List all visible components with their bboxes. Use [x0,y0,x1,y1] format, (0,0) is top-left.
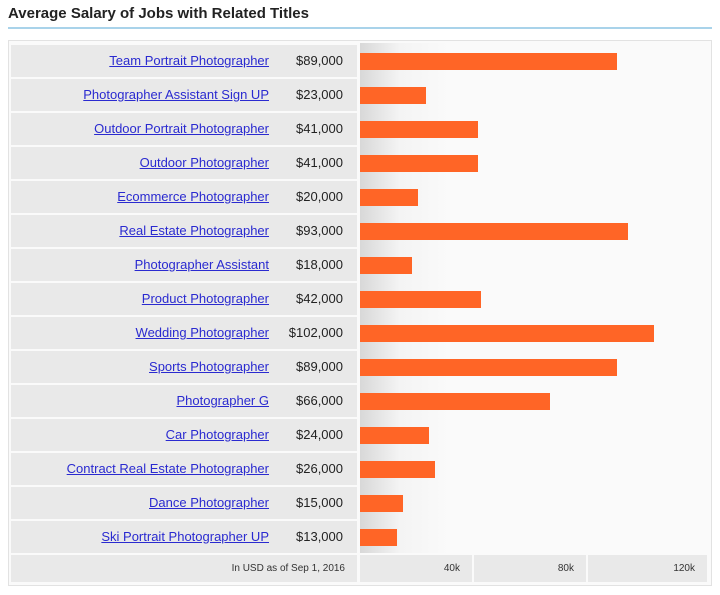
salary-value: $26,000 [296,461,343,476]
salary-value: $13,000 [296,529,343,544]
job-title-link[interactable]: Product Photographer [141,291,269,306]
title-divider [8,27,712,29]
tick-label: 120k [588,555,707,582]
salary-value: $41,000 [296,121,343,136]
salary-value: $42,000 [296,291,343,306]
job-title-link[interactable]: Outdoor Photographer [139,155,269,170]
salary-bar [360,427,430,444]
job-title-link[interactable]: Wedding Photographer [135,325,269,340]
job-title-link[interactable]: Dance Photographer [149,495,269,510]
job-title-link[interactable]: Car Photographer [165,427,269,442]
salary-value: $102,000 [288,325,343,340]
job-title-link[interactable]: Photographer Assistant Sign UP [83,87,269,102]
table-row: Dance Photographer $15,000 [11,487,357,519]
table-row: Product Photographer $42,000 [11,283,357,315]
job-title-link[interactable]: Contract Real Estate Photographer [66,461,269,476]
table-row: Outdoor Portrait Photographer $41,000 [11,113,357,145]
salary-value: $15,000 [296,495,343,510]
job-title-link[interactable]: Sports Photographer [149,359,269,374]
chart-container: In USD as of Sep 1, 2016 40k 80k 120k Te… [8,40,712,586]
salary-bar [360,495,404,512]
job-title-link[interactable]: Ecommerce Photographer [117,189,269,204]
table-row: Ski Portrait Photographer UP $13,000 [11,521,357,553]
salary-bar [360,155,479,172]
salary-value: $41,000 [296,155,343,170]
table-row: Outdoor Photographer $41,000 [11,147,357,179]
table-row: Wedding Photographer $102,000 [11,317,357,349]
job-title-link[interactable]: Ski Portrait Photographer UP [101,529,269,544]
table-row: Photographer Assistant Sign UP $23,000 [11,79,357,111]
table-row: Ecommerce Photographer $20,000 [11,181,357,213]
salary-bar [360,461,435,478]
salary-bar [360,257,412,274]
salary-bar [360,53,617,70]
table-row: Team Portrait Photographer $89,000 [11,45,357,77]
salary-value: $18,000 [296,257,343,272]
salary-bar [360,325,655,342]
job-title-link[interactable]: Outdoor Portrait Photographer [94,121,269,136]
tick-label: 40k [360,555,472,582]
tick-label: 80k [474,555,586,582]
salary-bar [360,87,427,104]
salary-value: $20,000 [296,189,343,204]
job-title-link[interactable]: Photographer G [176,393,269,408]
table-row: Contract Real Estate Photographer $26,000 [11,453,357,485]
salary-value: $23,000 [296,87,343,102]
salary-bar [360,223,629,240]
table-row: Real Estate Photographer $93,000 [11,215,357,247]
salary-value: $89,000 [296,53,343,68]
footnote: In USD as of Sep 1, 2016 [11,555,357,582]
job-title-link[interactable]: Team Portrait Photographer [109,53,269,68]
table-row: Photographer Assistant $18,000 [11,249,357,281]
salary-value: $93,000 [296,223,343,238]
salary-value: $66,000 [296,393,343,408]
job-title-link[interactable]: Real Estate Photographer [119,223,269,238]
salary-bar [360,189,418,206]
salary-bar [360,121,479,138]
table-row: Car Photographer $24,000 [11,419,357,451]
table-row: Sports Photographer $89,000 [11,351,357,383]
salary-bar [360,529,398,546]
salary-bar [360,291,482,308]
salary-bar [360,393,551,410]
salary-bar [360,359,617,376]
chart-title: Average Salary of Jobs with Related Titl… [8,5,309,22]
job-title-link[interactable]: Photographer Assistant [134,257,269,272]
plot-area [360,43,710,553]
salary-value: $89,000 [296,359,343,374]
salary-value: $24,000 [296,427,343,442]
table-row: Photographer G $66,000 [11,385,357,417]
